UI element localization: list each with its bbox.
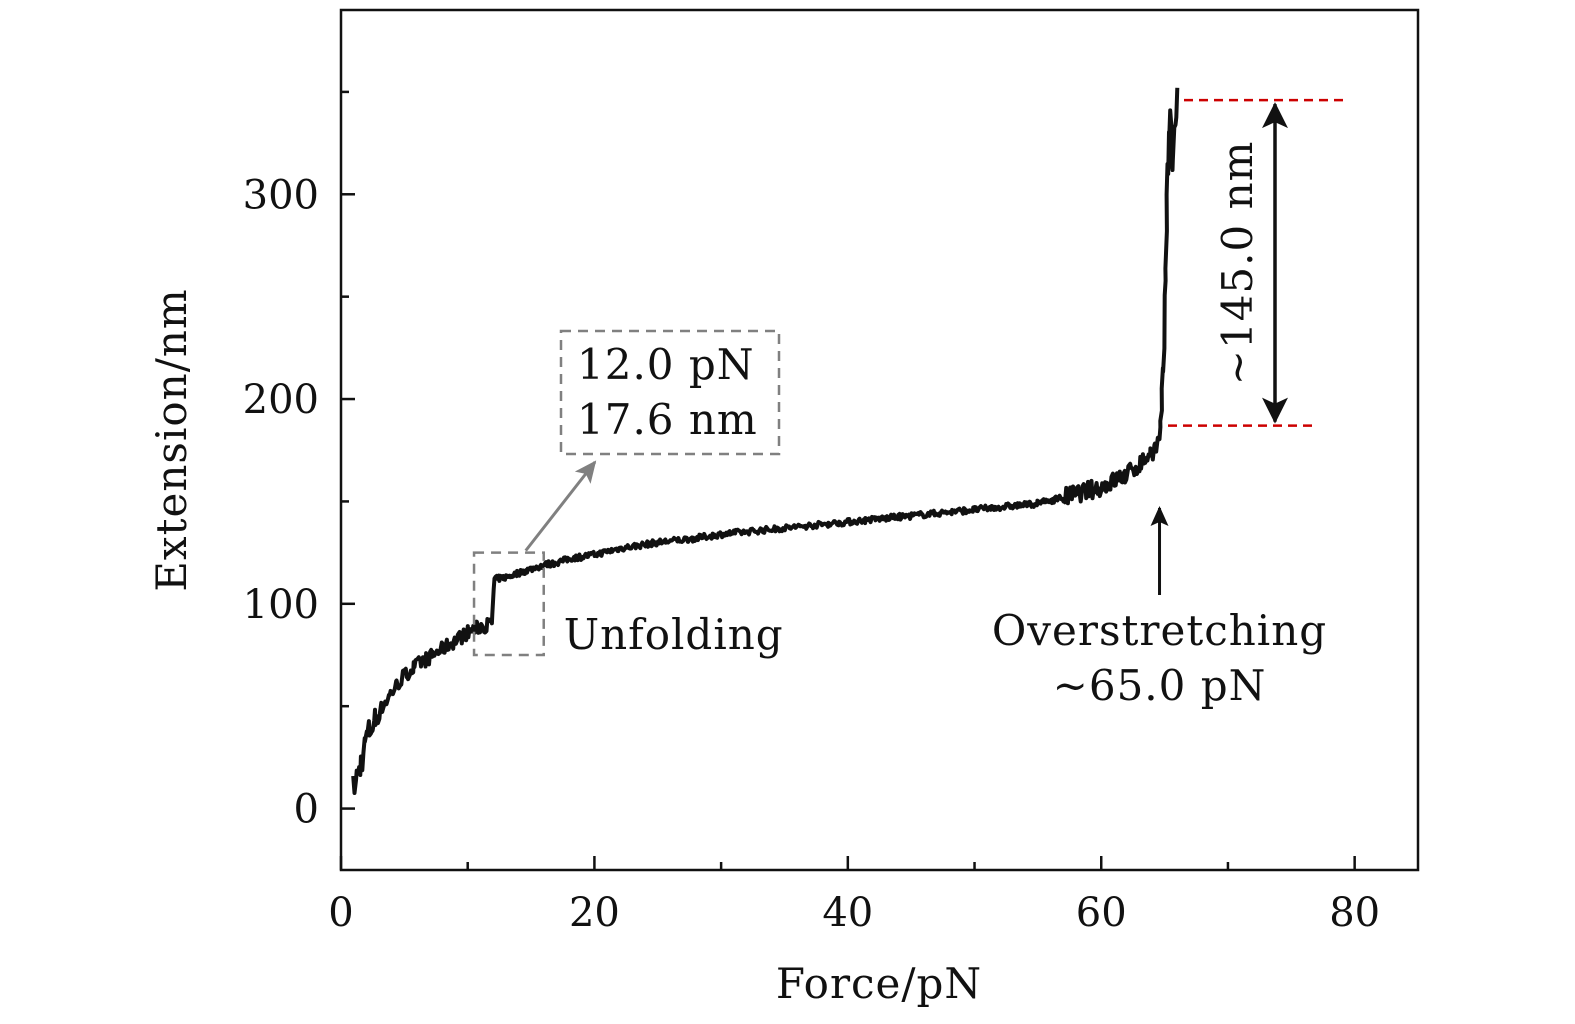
x-tick-label: 40 xyxy=(822,890,873,936)
x-tick-label: 80 xyxy=(1329,890,1380,936)
annotations: 12.0 pN 17.6 nm Unfolding Overstretching… xyxy=(472,98,1345,710)
y-tick-label: 300 xyxy=(243,172,319,218)
overstretching-force-label: ~65.0 pN xyxy=(1053,661,1267,710)
extension-change-label: ~145.0 nm xyxy=(1213,141,1262,386)
y-tick-label: 200 xyxy=(243,377,319,423)
x-axis-label: Force/pN xyxy=(776,959,982,1008)
x-tick-label: 60 xyxy=(1076,890,1127,936)
unfolding-extension-value: 17.6 nm xyxy=(577,395,758,444)
overstretching-label: Overstretching xyxy=(992,606,1327,655)
plot-frame xyxy=(339,8,1420,872)
unfolding-pointer-arrow xyxy=(524,460,597,552)
y-tick-label: 100 xyxy=(243,582,319,628)
unfolding-force-value: 12.0 pN xyxy=(577,340,755,389)
force-extension-trace xyxy=(351,87,1180,795)
y-tick-label: 0 xyxy=(294,787,319,833)
unfolding-values-box xyxy=(559,329,781,456)
unfolding-label: Unfolding xyxy=(564,610,784,659)
y-axis-label: Extension/nm xyxy=(147,288,196,591)
axis-ticks xyxy=(339,90,1356,870)
unfolding-region-box xyxy=(472,551,545,657)
x-tick-label: 0 xyxy=(328,890,353,936)
axis-tick-labels: 0 20 40 60 80 0 100 200 300 xyxy=(243,172,1380,936)
x-tick-label: 20 xyxy=(569,890,620,936)
